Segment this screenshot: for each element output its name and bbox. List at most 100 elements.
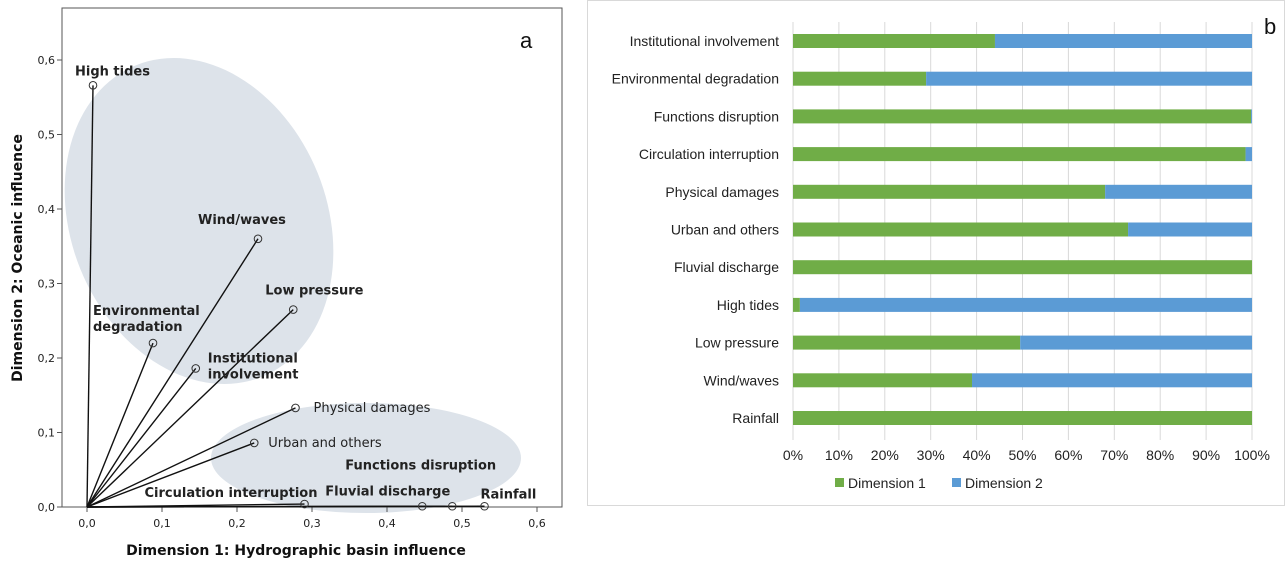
x-tick-label-b: 100% xyxy=(1234,447,1270,463)
y-tick-label-a: 0,2 xyxy=(38,352,56,365)
legend-swatch-dimension1 xyxy=(835,478,844,487)
x-tick-label-b: 90% xyxy=(1192,447,1220,463)
points-a xyxy=(88,81,489,511)
oceanic-cluster-ellipse xyxy=(64,58,334,384)
bar-dimension1-functions-disruption xyxy=(793,109,1252,124)
point-circulation-interruption xyxy=(300,499,309,509)
x-tick-label-b: 20% xyxy=(871,447,899,463)
point-label-high-tides: High tides xyxy=(75,64,150,79)
panel-letter-b: b xyxy=(1264,14,1276,39)
bar-dimension2-environmental-degradation xyxy=(926,71,1252,86)
bar-dimension1-urban-and-others xyxy=(793,222,1129,237)
point-labels-a: High tides Wind/waves Low pressure Environm… xyxy=(75,64,536,502)
vector-environmental-degradation xyxy=(86,342,154,508)
bar-dimension1-rainfall xyxy=(793,411,1252,425)
point-label-urban-and-others: Urban and others xyxy=(268,436,382,451)
bar-dimension1-high-tides xyxy=(793,297,800,312)
x-axis-title-a: Dimension 1: Hydrographic basin influenc… xyxy=(126,543,466,559)
bar-dimension2-functions-disruption xyxy=(1251,109,1252,124)
point-urban-and-others xyxy=(249,438,259,448)
point-label-institutional-involvement: Institutional involvement xyxy=(208,351,299,382)
point-low-pressure xyxy=(288,305,298,314)
point-fluvial-discharge xyxy=(417,501,427,511)
x-tick-label-b: 70% xyxy=(1100,447,1128,463)
bar-dimension1-fluvial-discharge xyxy=(793,260,1252,275)
bar-dimension2-high-tides xyxy=(799,297,1252,312)
vector-wind-waves xyxy=(86,238,259,508)
point-label-circulation-interruption: Circulation interruption xyxy=(145,486,318,501)
category-label-physical-damages: Physical damages xyxy=(665,184,779,200)
y-tick-label-a: 0,3 xyxy=(38,278,56,291)
bar-dimension2-low-pressure xyxy=(1020,335,1252,350)
vector-physical-damages xyxy=(86,407,296,508)
panel-letter-a: a xyxy=(520,28,533,53)
x-tick-label-b: 60% xyxy=(1054,447,1082,463)
category-label-circulation-interruption: Circulation interruption xyxy=(639,146,779,162)
y-tick-label-a: 0,4 xyxy=(38,203,56,216)
point-functions-disruption xyxy=(447,501,457,511)
y-tick-label-a: 0,1 xyxy=(38,427,56,440)
category-label-wind-waves: Wind/waves xyxy=(704,372,779,388)
x-tick-label-b: 30% xyxy=(917,447,945,463)
bar-dimension1-environmental-degradation xyxy=(793,71,927,86)
point-high-tides xyxy=(88,81,98,90)
x-tick-label-a: 0,6 xyxy=(528,517,546,530)
x-tick-label-b: 80% xyxy=(1146,447,1174,463)
category-labels-b: Institutional involvement Environmental d… xyxy=(612,33,780,426)
bar-dimension1-circulation-interruption xyxy=(793,147,1246,162)
x-tick-label-b: 50% xyxy=(1008,447,1036,463)
category-label-institutional-involvement: Institutional involvement xyxy=(630,33,780,49)
x-tick-label-b: 40% xyxy=(963,447,991,463)
bar-dimension2-circulation-interruption xyxy=(1245,147,1252,162)
panel-b-frame xyxy=(587,0,1285,506)
bar-dimension2-physical-damages xyxy=(1105,184,1252,199)
y-tick-label-a: 0,5 xyxy=(38,129,56,142)
point-label-physical-damages: Physical damages xyxy=(314,401,431,416)
vector-urban-and-others xyxy=(86,442,255,508)
bar-dimension2-urban-and-others xyxy=(1128,222,1252,237)
bar-dimension1-low-pressure xyxy=(793,335,1021,350)
point-institutional-involvement xyxy=(191,364,201,373)
panel-a-chart: 0,0 0,1 0,2 0,3 0,4 0,5 0,6 0,0 0,1 0,2 0,3 0,4 0,5 0… xyxy=(10,7,563,559)
y-tick-label-a: 0,0 xyxy=(38,501,56,514)
basin-cluster-ellipse xyxy=(211,403,521,513)
vectors-a xyxy=(86,85,485,508)
bar-dimension1-physical-damages xyxy=(793,184,1106,199)
point-environmental-degradation xyxy=(148,338,158,348)
point-label-fluvial-discharge: Fluvial discharge xyxy=(325,484,450,499)
x-tick-labels-b: 0% 10% 20% 30% 40% 50% 60% 70% 80% 90% 100% xyxy=(783,447,1270,463)
x-tick-label-a: 0,4 xyxy=(378,517,396,530)
point-label-functions-disruption: Functions disruption xyxy=(345,458,496,473)
legend-label-dimension1: Dimension 1 xyxy=(848,475,926,491)
category-label-low-pressure: Low pressure xyxy=(695,335,779,351)
legend-b: Dimension 1 Dimension 2 xyxy=(835,475,1043,491)
category-label-fluvial-discharge: Fluvial discharge xyxy=(674,259,779,275)
bar-dimension1-institutional-involvement xyxy=(793,34,995,48)
bars-b xyxy=(793,34,1252,425)
point-wind-waves xyxy=(253,234,263,244)
y-axis-title-a: Dimension 2: Oceanic influence xyxy=(10,134,26,382)
vector-high-tides xyxy=(86,85,94,508)
category-label-environmental-degradation: Environmental degradation xyxy=(612,71,779,87)
category-label-rainfall: Rainfall xyxy=(732,410,779,426)
y-tick-label-a: 0,6 xyxy=(38,54,56,67)
legend-label-dimension2: Dimension 2 xyxy=(965,475,1043,491)
point-label-wind-waves: Wind/waves xyxy=(198,213,286,228)
point-rainfall xyxy=(480,501,489,511)
x-tick-label-a: 0,3 xyxy=(303,517,321,530)
legend-swatch-dimension2 xyxy=(952,478,961,487)
x-tick-label-a: 0,1 xyxy=(153,517,171,530)
axes-a: 0,0 0,1 0,2 0,3 0,4 0,5 0,6 0,0 0,1 0,2 0,3 0,4 0,5 0… xyxy=(38,54,546,530)
bar-dimension2-wind-waves xyxy=(972,373,1252,388)
point-physical-damages xyxy=(291,403,300,413)
bar-dimension1-wind-waves xyxy=(793,373,973,388)
vector-institutional-involvement xyxy=(86,367,197,508)
x-tick-label-a: 0,2 xyxy=(228,517,246,530)
x-tick-label-a: 0,0 xyxy=(78,517,96,530)
point-label-rainfall: Rainfall xyxy=(481,487,537,502)
category-label-functions-disruption: Functions disruption xyxy=(654,108,779,124)
x-tick-label-b: 10% xyxy=(825,447,853,463)
x-tick-label-a: 0,5 xyxy=(453,517,471,530)
bar-dimension2-institutional-involvement xyxy=(994,34,1252,48)
